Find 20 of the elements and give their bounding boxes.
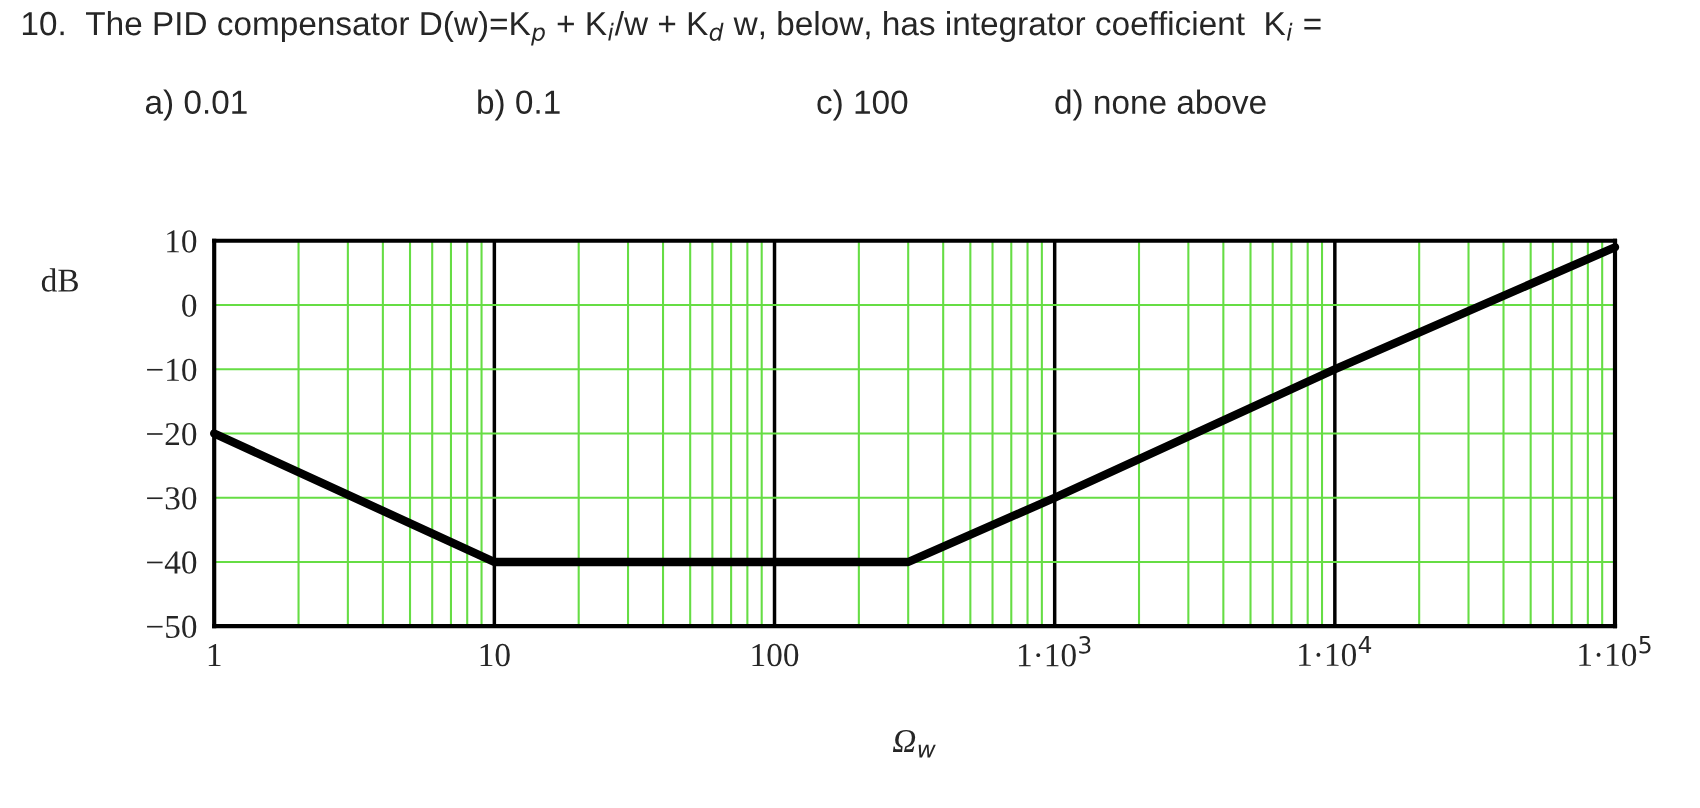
y-tick-label: 0 [182,294,197,317]
x-tick-label: 10 [480,643,510,667]
x-tick-label: 1·10$^{5}$ [1579,636,1651,667]
x-tick-label: 1·10$^{4}$ [1299,636,1372,667]
x-tick-label: 100 [752,643,799,667]
y-tick-label: −10 [147,358,197,382]
x-axis-title: Ω$_{w}$ [892,729,936,758]
text: d) none above [1055,89,1266,121]
text: b) 0.1 [478,89,560,121]
y-tick-label: −20 [147,422,197,446]
text: a) 0.01 [145,89,247,121]
y-tick-label: −30 [147,487,197,510]
y-tick-label: −50 [147,615,197,639]
y-axis-title: dB [41,268,78,292]
chart-title: 10. The PID compensator D(w)=K$_{p}$ + K$_{i}$/w + K$_{d}$ w, below, has integrator coefficient K$_{i}$ = [22,10,1321,46]
x-tick-label: 1·10$^{3}$ [1018,636,1091,667]
text: c) 100 [817,89,908,121]
x-tick-label: 1 [208,643,221,666]
y-tick-label: 10 [167,230,197,253]
y-tick-label: −40 [147,551,197,574]
